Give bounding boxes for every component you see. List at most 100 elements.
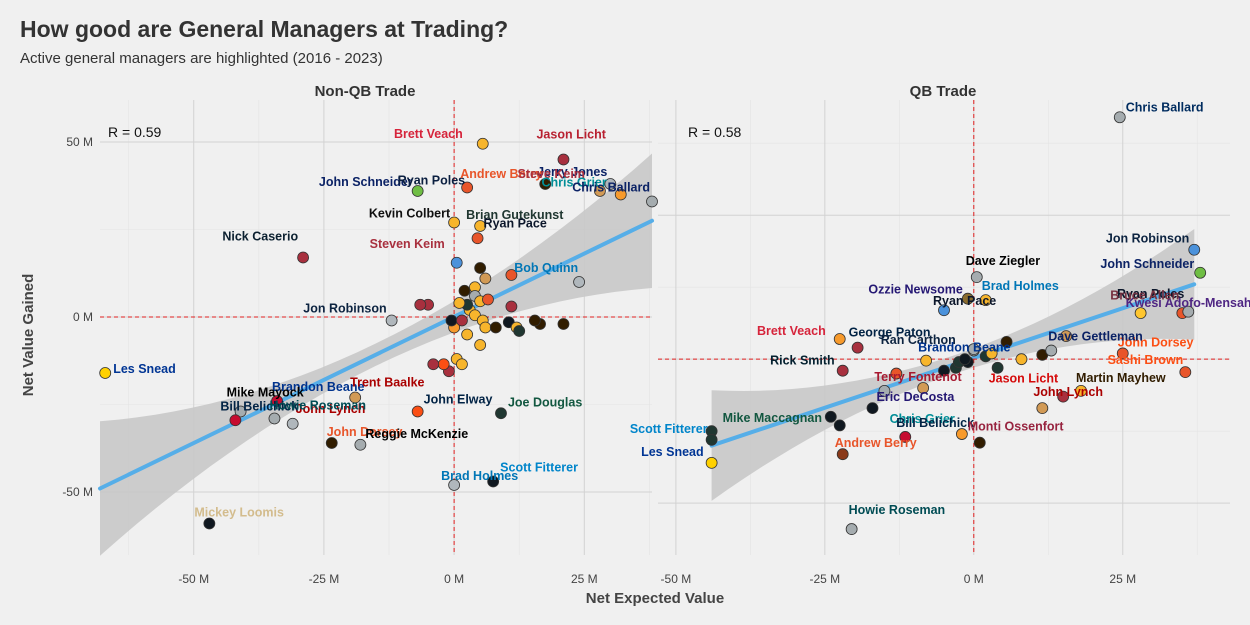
data-point-chris-grier xyxy=(614,188,627,201)
chart-subtitle: Active general managers are highlighted … xyxy=(20,50,383,67)
data-point-nick-caserio xyxy=(297,251,309,264)
data-point xyxy=(479,272,492,285)
regression-line-non-qb xyxy=(98,218,654,491)
data-point-rick-smith xyxy=(836,364,849,377)
data-point-brandon-beane xyxy=(271,395,283,407)
data-point xyxy=(557,318,570,330)
y-axis-label: Net Value Gained xyxy=(20,274,37,397)
data-point-dave-ziegler xyxy=(970,271,983,284)
point-label-terry-fontenot: Terry Fontenot xyxy=(874,370,962,384)
data-point xyxy=(1060,330,1073,343)
point-label-john-dorsey: John Dorsey xyxy=(1118,335,1194,349)
point-label-chris-ballard: Chris Ballard xyxy=(572,181,650,195)
point-label-jason-licht: Jason Licht xyxy=(989,372,1059,386)
data-point-brad-holmes xyxy=(979,294,992,307)
data-point-kwesi-adofo-mensah xyxy=(1134,307,1147,320)
x-tick-label: 0 M xyxy=(444,572,464,586)
point-label-brett-veach: Brett Veach xyxy=(757,324,826,338)
data-point-steve-keim xyxy=(594,185,606,197)
data-point-mike-mayock xyxy=(234,405,247,418)
data-point-howie-roseman xyxy=(268,412,281,425)
data-point-john-schneider xyxy=(411,185,424,197)
data-point xyxy=(458,284,471,297)
data-point-john-lynch xyxy=(286,417,299,430)
data-point-scott-fitterer xyxy=(705,433,718,446)
data-point xyxy=(437,358,450,371)
data-point xyxy=(833,419,846,432)
correlation-annotation: R = 0.58 xyxy=(688,124,742,140)
point-label-howie-roseman: Howie Roseman xyxy=(269,399,366,413)
data-point-dave-gettleman xyxy=(1045,344,1058,357)
data-point-martin-mayhew xyxy=(1075,384,1087,397)
point-label-nick-caserio: Nick Caserio xyxy=(222,230,298,244)
data-point-chris-ballard xyxy=(1113,111,1126,124)
data-point xyxy=(489,321,502,334)
data-point-john-dorsey xyxy=(325,437,338,449)
point-label-rick-smith: Rick Smith xyxy=(770,354,835,368)
data-point-brandon-beane xyxy=(920,354,933,367)
data-point xyxy=(456,358,468,371)
data-point xyxy=(505,300,518,313)
data-point-eric-decosta xyxy=(866,402,879,415)
data-point-jason-licht xyxy=(557,153,570,166)
chart-title: How good are General Managers at Trading… xyxy=(20,16,509,42)
point-label-bruce-allen: Bruce Allen xyxy=(1110,289,1179,303)
data-point-chris-ballard xyxy=(646,195,658,208)
x-tick-label: -50 M xyxy=(178,572,209,586)
x-tick-label: -25 M xyxy=(809,572,840,586)
point-label-joe-douglas: Joe Douglas xyxy=(508,395,582,409)
point-label-jon-robinson: Jon Robinson xyxy=(1106,232,1189,246)
data-point-howie-roseman xyxy=(845,523,858,535)
data-point-john-lynch xyxy=(1036,402,1049,415)
point-label-trent-baalke: Trent Baalke xyxy=(350,376,424,390)
point-label-brian-gutekunst: Brian Gutekunst xyxy=(466,208,564,222)
data-point-john-dorsey xyxy=(1116,347,1129,360)
data-point xyxy=(890,367,903,380)
data-point-jon-robinson xyxy=(1188,243,1201,256)
x-tick-label: -25 M xyxy=(309,572,340,586)
data-point xyxy=(427,358,440,371)
point-label-jerry-jones: Jerry Jones xyxy=(537,165,607,179)
data-point xyxy=(474,339,487,351)
data-point-ran-carthon xyxy=(967,343,980,355)
data-point-kevin-colbert xyxy=(448,216,461,229)
data-point-george-paton xyxy=(851,341,864,354)
y-tick-label: -50 M xyxy=(62,485,93,499)
point-label-reggie-mckenzie: Reggie McKenzie xyxy=(365,427,468,441)
data-point-terry-fontenot xyxy=(878,384,891,397)
point-label-steven-keim: Steven Keim xyxy=(370,237,445,251)
data-point-ryan-poles xyxy=(461,181,474,194)
data-point xyxy=(528,314,541,327)
y-tick-label: 50 M xyxy=(66,135,93,149)
x-tick-label: 0 M xyxy=(964,572,984,586)
data-point-bill-belichick xyxy=(899,431,912,443)
point-label-john-dorsey: John Dorsey xyxy=(327,425,403,439)
data-point-monti-ossenfort xyxy=(973,436,986,449)
point-label-john-schneider: John Schneider xyxy=(1100,257,1194,271)
point-label-brett-veach: Brett Veach xyxy=(394,127,463,141)
point-label-ryan-poles: Ryan Poles xyxy=(398,174,465,188)
data-point-steven-keim xyxy=(450,256,463,269)
x-axis-label: Net Expected Value xyxy=(586,590,724,607)
data-point-jon-robinson xyxy=(385,314,398,327)
data-point-bruce-allen xyxy=(1182,305,1195,318)
data-point xyxy=(456,314,468,327)
data-point xyxy=(445,314,458,327)
point-label-bob-quinn: Bob Quinn xyxy=(514,261,578,275)
data-point-mickey-loomis xyxy=(203,517,216,530)
data-point xyxy=(482,293,494,306)
point-label-chris-ballard: Chris Ballard xyxy=(1126,100,1204,114)
x-tick-label: -50 M xyxy=(661,572,692,586)
data-point-jerry-jones xyxy=(604,178,617,190)
x-tick-label: 25 M xyxy=(1109,572,1136,586)
point-label-kwesi-adofo-mensah: Kwesi Adofo-Mensah xyxy=(1126,296,1250,310)
data-point xyxy=(917,382,930,394)
data-point xyxy=(824,410,837,423)
data-point-jason-licht xyxy=(1057,390,1070,403)
point-label-jon-robinson: Jon Robinson xyxy=(303,302,386,316)
point-label-monti-ossenfort: Monti Ossenfort xyxy=(968,420,1065,434)
data-point-brett-veach xyxy=(476,137,489,150)
point-label-ryan-poles: Ryan Poles xyxy=(1117,287,1184,301)
point-label-ryan-pace: Ryan Pace xyxy=(484,216,547,230)
